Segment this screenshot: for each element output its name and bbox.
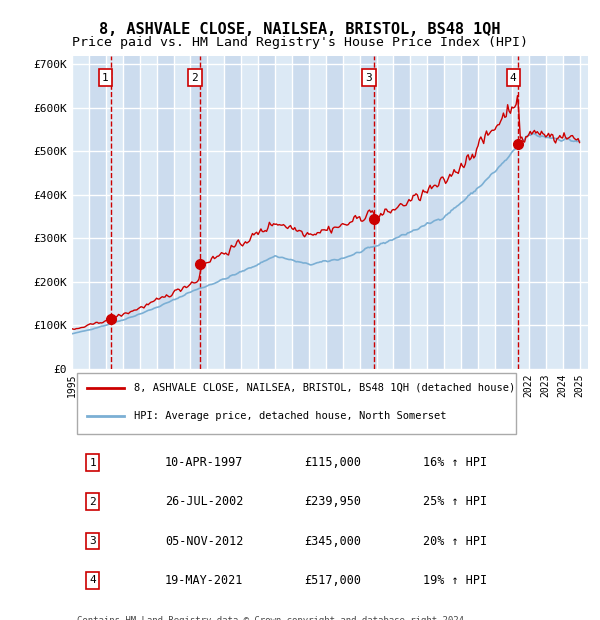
Text: 8, ASHVALE CLOSE, NAILSEA, BRISTOL, BS48 1QH (detached house): 8, ASHVALE CLOSE, NAILSEA, BRISTOL, BS48… bbox=[134, 383, 515, 393]
Text: 19-MAY-2021: 19-MAY-2021 bbox=[165, 574, 243, 587]
Bar bbox=[190, 56, 208, 369]
Bar bbox=[343, 56, 359, 369]
Text: 1: 1 bbox=[89, 458, 96, 467]
Bar bbox=[394, 56, 410, 369]
Text: £517,000: £517,000 bbox=[304, 574, 361, 587]
Bar bbox=[529, 56, 546, 369]
Text: 10-APR-1997: 10-APR-1997 bbox=[165, 456, 243, 469]
Bar bbox=[106, 56, 123, 369]
Text: 1: 1 bbox=[102, 73, 109, 82]
Text: 19% ↑ HPI: 19% ↑ HPI bbox=[423, 574, 487, 587]
Bar bbox=[72, 56, 89, 369]
Text: 3: 3 bbox=[365, 73, 372, 82]
Bar bbox=[495, 56, 512, 369]
Bar bbox=[410, 56, 427, 369]
Bar bbox=[157, 56, 173, 369]
Bar bbox=[377, 56, 394, 369]
Bar bbox=[208, 56, 224, 369]
Text: Price paid vs. HM Land Registry's House Price Index (HPI): Price paid vs. HM Land Registry's House … bbox=[72, 36, 528, 49]
Bar bbox=[478, 56, 495, 369]
Bar bbox=[546, 56, 563, 369]
Text: £239,950: £239,950 bbox=[304, 495, 361, 508]
Bar bbox=[275, 56, 292, 369]
Bar bbox=[123, 56, 140, 369]
Text: 8, ASHVALE CLOSE, NAILSEA, BRISTOL, BS48 1QH: 8, ASHVALE CLOSE, NAILSEA, BRISTOL, BS48… bbox=[99, 22, 501, 37]
Bar bbox=[258, 56, 275, 369]
Text: 05-NOV-2012: 05-NOV-2012 bbox=[165, 534, 243, 547]
Bar bbox=[427, 56, 444, 369]
Bar bbox=[292, 56, 309, 369]
Text: 4: 4 bbox=[89, 575, 96, 585]
Text: 2: 2 bbox=[191, 73, 199, 82]
Text: HPI: Average price, detached house, North Somerset: HPI: Average price, detached house, Nort… bbox=[134, 412, 446, 422]
Text: 26-JUL-2002: 26-JUL-2002 bbox=[165, 495, 243, 508]
Text: 16% ↑ HPI: 16% ↑ HPI bbox=[423, 456, 487, 469]
Bar bbox=[512, 56, 529, 369]
Bar bbox=[461, 56, 478, 369]
Text: £345,000: £345,000 bbox=[304, 534, 361, 547]
Bar bbox=[563, 56, 580, 369]
Bar bbox=[241, 56, 258, 369]
Bar bbox=[309, 56, 326, 369]
Bar bbox=[580, 56, 596, 369]
Text: 20% ↑ HPI: 20% ↑ HPI bbox=[423, 534, 487, 547]
Bar bbox=[173, 56, 190, 369]
Bar bbox=[326, 56, 343, 369]
Text: Contains HM Land Registry data © Crown copyright and database right 2024.
This d: Contains HM Land Registry data © Crown c… bbox=[77, 616, 470, 620]
Text: 25% ↑ HPI: 25% ↑ HPI bbox=[423, 495, 487, 508]
Bar bbox=[224, 56, 241, 369]
Bar bbox=[89, 56, 106, 369]
Bar bbox=[444, 56, 461, 369]
Text: 3: 3 bbox=[89, 536, 96, 546]
Text: 4: 4 bbox=[510, 73, 517, 82]
Text: 2: 2 bbox=[89, 497, 96, 507]
Bar bbox=[359, 56, 377, 369]
Text: £115,000: £115,000 bbox=[304, 456, 361, 469]
FancyBboxPatch shape bbox=[77, 373, 516, 433]
Bar bbox=[140, 56, 157, 369]
